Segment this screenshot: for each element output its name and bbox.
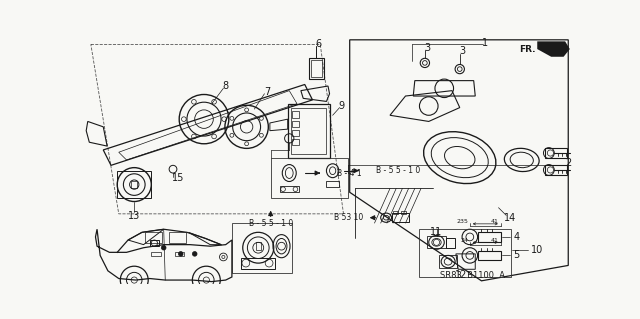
Bar [401,211,406,214]
Bar [292,121,298,127]
Polygon shape [537,41,570,57]
Bar [175,252,184,256]
Text: 5: 5 [513,250,520,260]
Text: 11: 11 [430,226,443,237]
Text: 7: 7 [264,87,271,97]
Bar [292,111,298,118]
Bar [392,213,408,222]
Text: 235: 235 [456,219,468,224]
Text: 41: 41 [491,219,499,224]
Circle shape [193,252,197,256]
Bar [151,252,161,256]
Text: SR83  B1100  A: SR83 B1100 A [440,271,506,280]
Bar [326,182,339,187]
Text: 9: 9 [338,101,344,111]
Bar [428,236,446,249]
Bar [439,256,458,268]
Circle shape [161,245,166,250]
Bar [288,104,330,158]
Text: 13: 13 [128,211,140,221]
Text: 10: 10 [531,245,543,255]
Bar [393,211,397,214]
Bar [241,258,275,269]
Text: 3: 3 [459,46,465,56]
Text: 3: 3 [424,42,430,53]
Text: 2: 2 [565,158,572,168]
Text: 8: 8 [223,81,228,91]
Text: 6: 6 [316,39,322,49]
Bar [292,130,298,136]
Bar [145,232,162,243]
Bar [131,182,138,188]
Text: B 53 10: B 53 10 [334,213,364,222]
Text: 24: 24 [460,238,468,242]
Text: 12: 12 [455,271,467,280]
Text: 14: 14 [504,213,516,223]
Bar [446,239,455,248]
Bar [169,232,186,243]
Text: 41: 41 [491,238,499,242]
Bar [311,60,322,77]
Text: 4: 4 [513,232,519,242]
Bar [419,229,511,277]
Bar [271,158,348,198]
Bar [280,186,298,192]
Bar [308,57,324,79]
Bar [291,108,326,154]
Bar [477,251,501,260]
Text: 1: 1 [481,38,488,48]
Text: 15: 15 [172,174,184,183]
Bar [292,139,298,145]
Bar [150,240,159,246]
Bar [477,232,501,241]
Bar [256,242,260,250]
Text: B - 5 5 - 1 0: B - 5 5 - 1 0 [376,166,420,175]
Text: B - 5 5 - 1 0: B - 5 5 - 1 0 [248,219,292,227]
Bar [232,223,292,273]
Text: FR.: FR. [519,45,536,54]
Text: B - 4 1: B - 4 1 [337,168,362,178]
Circle shape [179,252,183,256]
